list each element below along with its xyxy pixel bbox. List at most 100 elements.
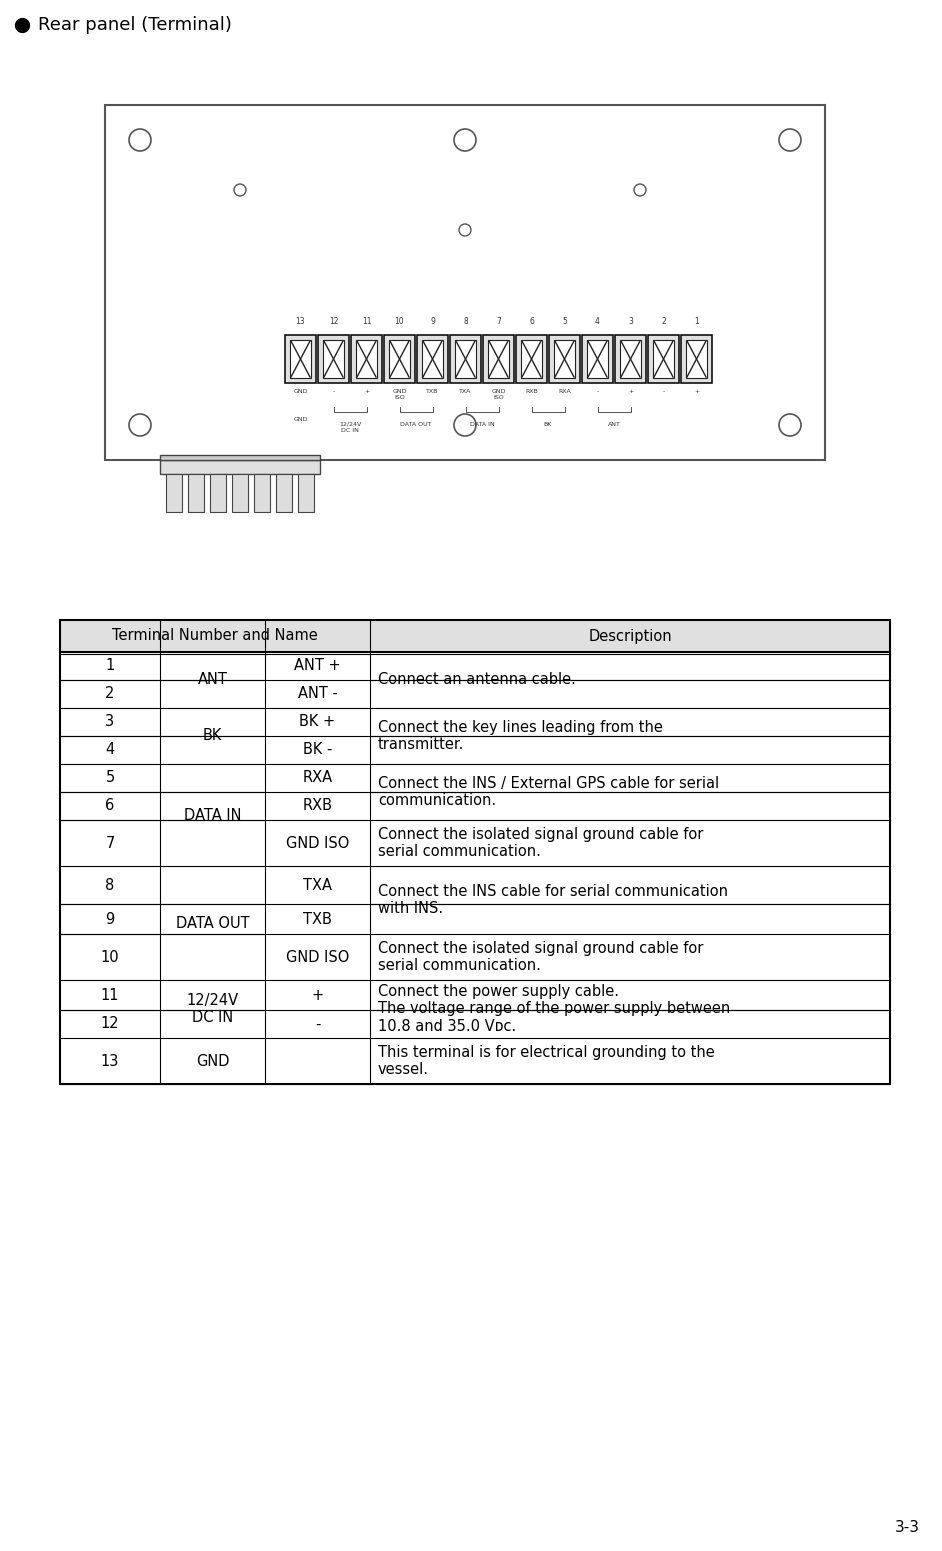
Text: -: -: [662, 389, 665, 394]
Text: +: +: [364, 389, 369, 394]
Bar: [417, 335, 448, 383]
Bar: [318, 335, 349, 383]
Text: 1: 1: [694, 316, 699, 326]
Bar: [521, 340, 542, 378]
Text: ANT -: ANT -: [298, 687, 337, 701]
Text: -: -: [333, 389, 334, 394]
Text: Rear panel (Terminal): Rear panel (Terminal): [38, 16, 232, 34]
Bar: [681, 335, 712, 383]
Text: 2: 2: [106, 687, 115, 701]
Text: GND ISO: GND ISO: [285, 949, 349, 965]
Bar: [160, 461, 320, 475]
Text: GND: GND: [293, 417, 308, 422]
Bar: [686, 340, 707, 378]
Text: GND
ISO: GND ISO: [392, 389, 407, 400]
Bar: [166, 475, 182, 512]
Text: GND: GND: [293, 389, 308, 394]
Bar: [455, 340, 476, 378]
Text: 3: 3: [106, 715, 115, 729]
Text: GND: GND: [196, 1053, 229, 1069]
Text: 13: 13: [296, 316, 305, 326]
Text: 7: 7: [106, 836, 115, 850]
Bar: [232, 475, 248, 512]
Text: 3: 3: [628, 316, 633, 326]
Text: 11: 11: [101, 988, 120, 1002]
Circle shape: [234, 185, 246, 195]
Text: RXA: RXA: [558, 389, 571, 394]
Bar: [620, 340, 641, 378]
Bar: [648, 335, 679, 383]
Text: DATA OUT: DATA OUT: [400, 422, 431, 427]
Text: 12/24V
DC IN: 12/24V DC IN: [339, 422, 361, 433]
Text: DATA IN: DATA IN: [470, 422, 495, 427]
Text: 8: 8: [106, 878, 115, 892]
Text: GND
ISO: GND ISO: [491, 389, 506, 400]
Text: 7: 7: [496, 316, 501, 326]
Text: This terminal is for electrical grounding to the
vessel.: This terminal is for electrical groundin…: [378, 1045, 715, 1078]
Bar: [516, 335, 547, 383]
Bar: [60, 620, 890, 651]
Text: +: +: [312, 988, 323, 1002]
Text: 12: 12: [101, 1016, 120, 1031]
Text: RXA: RXA: [302, 771, 333, 785]
Text: 9: 9: [430, 316, 435, 326]
Circle shape: [634, 185, 646, 195]
Text: 2: 2: [661, 316, 666, 326]
Text: 1: 1: [106, 659, 115, 673]
Text: RXB: RXB: [525, 389, 538, 394]
Bar: [483, 335, 514, 383]
Bar: [422, 340, 443, 378]
Bar: [587, 340, 608, 378]
Bar: [188, 475, 204, 512]
Text: 10: 10: [395, 316, 404, 326]
Text: Connect the INS cable for serial communication
with INS.: Connect the INS cable for serial communi…: [378, 884, 728, 917]
Text: BK +: BK +: [300, 715, 335, 729]
Bar: [356, 340, 377, 378]
Text: 12/24V
DC IN: 12/24V DC IN: [187, 993, 238, 1025]
Bar: [276, 475, 292, 512]
Bar: [60, 620, 890, 1084]
Bar: [290, 340, 311, 378]
Text: Connect an antenna cable.: Connect an antenna cable.: [378, 673, 576, 687]
Bar: [582, 335, 613, 383]
Circle shape: [454, 129, 476, 150]
Text: TXB: TXB: [303, 912, 332, 926]
Text: ANT: ANT: [608, 422, 621, 427]
Text: 12: 12: [329, 316, 338, 326]
Bar: [615, 335, 646, 383]
Bar: [105, 105, 825, 461]
Text: BK: BK: [544, 422, 552, 427]
Bar: [384, 335, 415, 383]
Text: Description: Description: [588, 628, 672, 644]
Bar: [450, 335, 481, 383]
Bar: [488, 340, 509, 378]
Text: TXA: TXA: [303, 878, 332, 892]
Text: 11: 11: [362, 316, 371, 326]
Bar: [210, 475, 226, 512]
Bar: [254, 475, 270, 512]
Text: DATA IN: DATA IN: [184, 808, 241, 822]
Circle shape: [454, 414, 476, 436]
Text: +: +: [628, 389, 633, 394]
Text: -: -: [596, 389, 598, 394]
Text: RXB: RXB: [302, 799, 333, 814]
Text: Connect the INS / External GPS cable for serial
communication.: Connect the INS / External GPS cable for…: [378, 776, 719, 808]
Text: GND ISO: GND ISO: [285, 836, 349, 850]
Circle shape: [129, 414, 151, 436]
Bar: [351, 335, 382, 383]
Text: Connect the isolated signal ground cable for
serial communication.: Connect the isolated signal ground cable…: [378, 941, 704, 972]
Text: 9: 9: [106, 912, 115, 926]
Bar: [653, 340, 674, 378]
Bar: [160, 454, 320, 461]
Text: -: -: [315, 1016, 320, 1031]
Text: 3-3: 3-3: [895, 1520, 920, 1535]
Text: DATA OUT: DATA OUT: [176, 915, 250, 931]
Text: BK -: BK -: [302, 743, 333, 757]
Text: ANT +: ANT +: [294, 659, 341, 673]
Circle shape: [129, 129, 151, 150]
Text: 5: 5: [106, 771, 115, 785]
Text: 10: 10: [101, 949, 120, 965]
Bar: [298, 475, 314, 512]
Text: ANT: ANT: [198, 673, 227, 687]
Text: TXA: TXA: [460, 389, 472, 394]
